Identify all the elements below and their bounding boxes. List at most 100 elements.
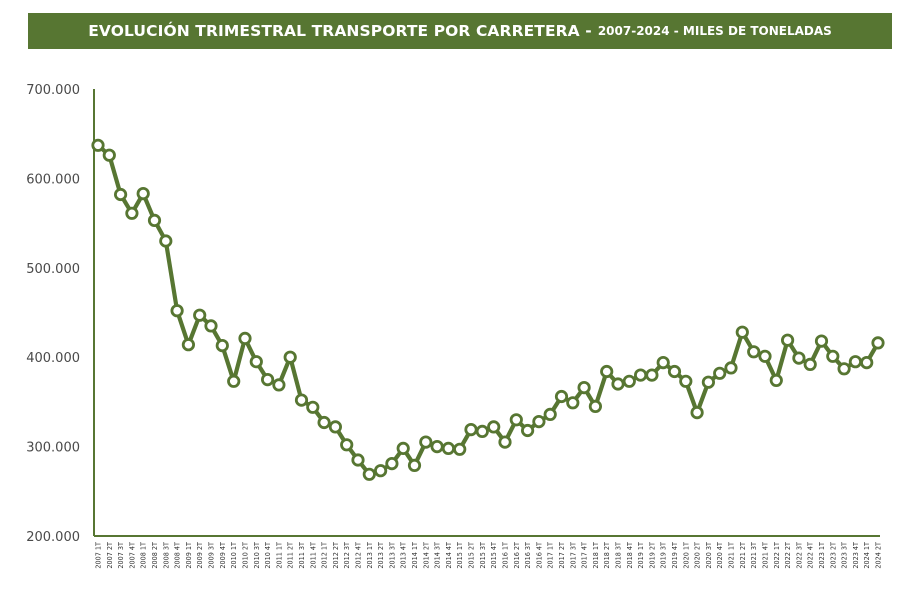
data-point	[317, 415, 331, 430]
data-point	[407, 458, 422, 472]
x-tick-label: 2020 3T	[704, 542, 713, 569]
data-point	[351, 453, 365, 467]
x-tick-label: 2022 1T	[772, 542, 781, 569]
x-tick-label: 2017 1T	[546, 542, 555, 569]
data-point	[136, 187, 150, 201]
data-point	[385, 456, 399, 471]
data-point	[792, 351, 806, 365]
x-axis: 2007 1T 2007 2T 2007 3T 2007 4T 2008 1T 2008 …	[94, 535, 883, 569]
data-point	[633, 368, 648, 382]
data-point	[227, 374, 241, 388]
chart-subtitle: 2007-2024 - MILES DE TONELADAS	[597, 24, 832, 38]
data-point	[419, 435, 433, 449]
x-tick-label: 2023 1T	[817, 542, 826, 569]
x-tick-label: 2012 4T	[354, 542, 363, 569]
data-point	[667, 364, 682, 379]
x-tick-label: 2015 4T	[489, 542, 498, 569]
x-tick-label: 2018 1T	[591, 542, 600, 569]
data-point	[848, 355, 863, 369]
x-tick-label: 2023 3T	[840, 542, 849, 569]
data-point	[170, 304, 184, 318]
x-tick-label: 2013 3T	[387, 542, 396, 569]
x-tick-label: 2012 2T	[331, 542, 340, 569]
data-point	[645, 368, 659, 382]
x-tick-label: 2023 4T	[851, 542, 860, 569]
y-tick-label: 600.000	[26, 172, 80, 187]
x-tick-label: 2011 1T	[274, 542, 283, 569]
data-point	[679, 374, 693, 388]
y-tick-label: 400.000	[26, 351, 80, 366]
data-point	[373, 464, 388, 478]
data-point	[780, 333, 795, 347]
x-tick-label: 2013 2T	[376, 542, 385, 569]
x-tick-label: 2009 2T	[195, 542, 204, 569]
data-point	[713, 366, 727, 380]
data-point	[294, 393, 309, 407]
x-tick-label: 2014 3T	[433, 542, 442, 569]
data-point	[837, 362, 851, 376]
data-point	[769, 373, 783, 387]
data-point	[611, 377, 625, 391]
x-tick-label: 2014 1T	[410, 542, 419, 569]
data-point	[724, 361, 738, 375]
x-tick-label: 2016 4T	[534, 542, 543, 569]
x-tick-label: 2010 3T	[252, 542, 261, 569]
data-point	[690, 405, 704, 420]
data-point	[758, 349, 772, 363]
data-point	[181, 338, 195, 352]
data-point	[814, 334, 829, 348]
x-tick-label: 2018 4T	[625, 542, 634, 569]
data-point	[871, 336, 885, 350]
data-point	[204, 319, 218, 333]
data-point	[340, 438, 354, 452]
y-axis: 200.000 300.000 400.000 500.000 600.000 700.0…	[26, 83, 95, 545]
data-point	[362, 467, 376, 481]
data-point	[193, 308, 207, 322]
y-tick-label: 300.000	[26, 441, 80, 456]
data-point	[860, 355, 874, 370]
x-tick-label: 2011 2T	[286, 542, 295, 569]
x-tick-label: 2008 4T	[173, 542, 182, 569]
data-point	[306, 400, 320, 414]
x-tick-label: 2014 4T	[444, 542, 453, 569]
data-point	[487, 420, 501, 434]
data-point	[283, 350, 297, 364]
data-point	[102, 148, 116, 162]
data-point	[532, 414, 546, 429]
data-point	[520, 423, 535, 438]
x-tick-label: 2017 3T	[568, 542, 577, 569]
chart-title: EVOLUCIÓN TRIMESTRAL TRANSPORTE POR CARR…	[88, 22, 592, 40]
x-tick-label: 2022 2T	[783, 542, 792, 569]
x-tick-label: 2021 4T	[760, 542, 769, 569]
x-tick-label: 2017 2T	[557, 542, 566, 569]
data-point	[215, 338, 229, 353]
data-point	[328, 420, 342, 434]
data-point	[622, 374, 636, 388]
x-tick-label: 2018 2T	[602, 542, 611, 569]
x-tick-label: 2017 4T	[580, 542, 589, 569]
data-point	[464, 422, 478, 437]
data-point	[159, 234, 173, 248]
x-tick-label: 2015 2T	[467, 542, 476, 569]
x-tick-label: 2011 3T	[297, 542, 306, 569]
data-point	[826, 349, 840, 363]
x-tick-label: 2019 2T	[647, 542, 656, 569]
x-tick-label: 2015 1T	[455, 542, 464, 569]
x-tick-label: 2019 4T	[670, 542, 679, 569]
x-tick-label: 2019 3T	[659, 542, 668, 569]
x-tick-label: 2015 3T	[478, 542, 487, 569]
data-point	[588, 399, 603, 413]
x-tick-label: 2007 3T	[116, 542, 125, 569]
x-tick-label: 2007 2T	[105, 542, 114, 569]
data-point	[475, 424, 489, 438]
data-point	[147, 213, 162, 227]
data-point	[747, 345, 761, 359]
x-tick-label: 2009 1T	[184, 542, 193, 569]
x-tick-label: 2011 4T	[308, 542, 317, 569]
data-point	[430, 439, 444, 454]
x-tick-label: 2014 2T	[421, 542, 430, 569]
data-point	[272, 378, 286, 392]
x-tick-label: 2021 2T	[738, 542, 747, 569]
data-point	[453, 442, 467, 456]
